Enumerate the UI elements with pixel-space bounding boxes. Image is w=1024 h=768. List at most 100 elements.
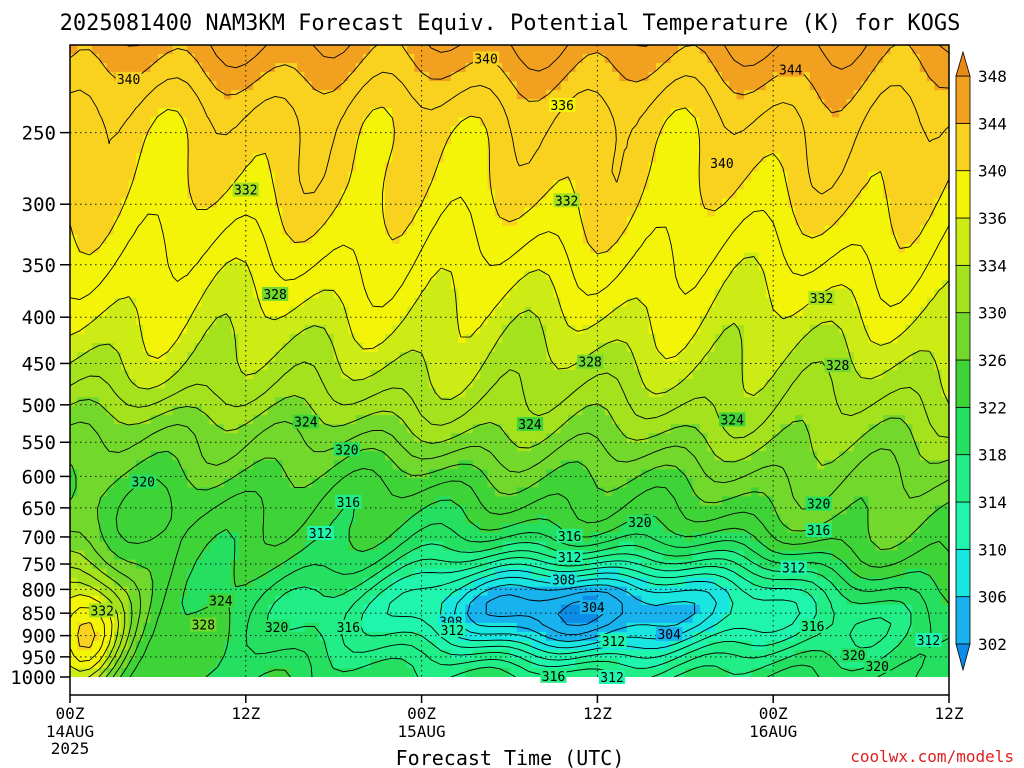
fill-cell <box>839 198 848 209</box>
fill-cell <box>853 135 862 145</box>
fill-cell <box>846 117 855 127</box>
fill-cell <box>355 406 364 416</box>
fill-cell <box>494 90 503 100</box>
fill-cell <box>275 370 284 380</box>
fill-cell <box>348 397 357 407</box>
fill-cell <box>575 45 584 55</box>
fill-cell <box>641 379 650 389</box>
fill-cell <box>414 216 423 227</box>
fill-cell <box>941 153 949 163</box>
fill-cell <box>333 252 342 263</box>
fill-cell <box>121 297 130 308</box>
fill-cell <box>414 379 423 389</box>
fill-cell <box>927 225 935 236</box>
fill-cell <box>516 252 525 263</box>
fill-cell <box>355 99 364 109</box>
fill-cell <box>612 406 620 416</box>
fill-cell <box>524 54 533 64</box>
fill-cell <box>883 270 891 281</box>
fill-cell <box>428 135 437 145</box>
fill-cell <box>780 234 789 245</box>
fill-cell <box>377 379 386 389</box>
fill-cell <box>883 297 891 308</box>
fill-cell <box>941 198 949 209</box>
fill-cell <box>677 108 686 118</box>
fill-cell <box>106 261 115 272</box>
fill-cell <box>121 315 130 326</box>
fill-cell <box>487 207 496 218</box>
fill-cell <box>604 90 613 100</box>
fill-cell <box>245 406 254 416</box>
fill-cell <box>656 225 664 236</box>
fill-cell <box>319 270 327 281</box>
fill-cell <box>480 406 489 416</box>
fill-cell <box>575 135 584 145</box>
fill-cell <box>377 162 386 172</box>
fill-cell <box>187 225 196 236</box>
fill-cell <box>399 171 408 182</box>
fill-cell <box>377 207 386 218</box>
fill-cell <box>751 117 760 127</box>
fill-cell <box>245 306 254 317</box>
fill-cell <box>341 297 349 308</box>
fill-cell <box>663 63 672 73</box>
fill-cell <box>487 252 496 263</box>
fill-cell <box>758 225 767 236</box>
fill-cell <box>846 297 855 308</box>
fill-cell <box>311 370 320 380</box>
fill-cell <box>692 315 701 326</box>
fill-cell <box>619 243 628 254</box>
fill-cell <box>494 153 503 163</box>
fill-cell <box>861 379 870 389</box>
fill-cell <box>363 54 371 64</box>
fill-cell <box>209 361 218 371</box>
fill-cell <box>450 81 459 91</box>
fill-cell <box>736 252 745 263</box>
fill-cell <box>282 90 291 100</box>
fill-cell <box>524 126 533 136</box>
fill-cell <box>443 99 452 109</box>
fill-cell <box>77 63 86 73</box>
fill-cell <box>414 126 423 136</box>
fill-cell <box>135 324 144 335</box>
fill-cell <box>253 297 262 308</box>
fill-cell <box>905 324 913 335</box>
fill-cell <box>289 135 298 145</box>
fill-cell <box>934 189 943 200</box>
fill-cell <box>399 225 408 236</box>
fill-cell <box>538 333 547 344</box>
fill-cell <box>677 45 686 55</box>
fill-cell <box>773 144 782 154</box>
fill-cell <box>341 351 349 362</box>
fill-cell <box>883 135 891 145</box>
fill-cell <box>524 288 533 299</box>
fill-cell <box>289 243 298 254</box>
fill-cell <box>575 63 584 73</box>
fill-cell <box>619 207 628 218</box>
fill-cell <box>729 135 738 145</box>
fill-cell <box>883 225 891 236</box>
fill-cell <box>846 388 855 398</box>
fill-cell <box>267 370 276 380</box>
fill-cell <box>721 189 730 200</box>
fill-cell <box>143 234 152 245</box>
fill-cell <box>743 397 752 407</box>
fill-cell <box>582 306 591 317</box>
fill-cell <box>780 72 789 82</box>
fill-cell <box>868 144 877 154</box>
fill-cell <box>384 252 393 263</box>
fill-cell <box>319 261 327 272</box>
fill-cell <box>311 216 320 227</box>
fill-cell <box>311 189 320 200</box>
fill-cell <box>839 315 848 326</box>
fill-cell <box>883 361 891 371</box>
fill-cell <box>707 225 716 236</box>
fill-cell <box>319 54 327 64</box>
fill-cell <box>165 162 174 172</box>
fill-cell <box>619 90 628 100</box>
fill-cell <box>516 117 525 127</box>
fill-cell <box>692 252 701 263</box>
fill-cell <box>70 54 78 64</box>
fill-cell <box>707 45 716 55</box>
fill-cell <box>150 90 159 100</box>
